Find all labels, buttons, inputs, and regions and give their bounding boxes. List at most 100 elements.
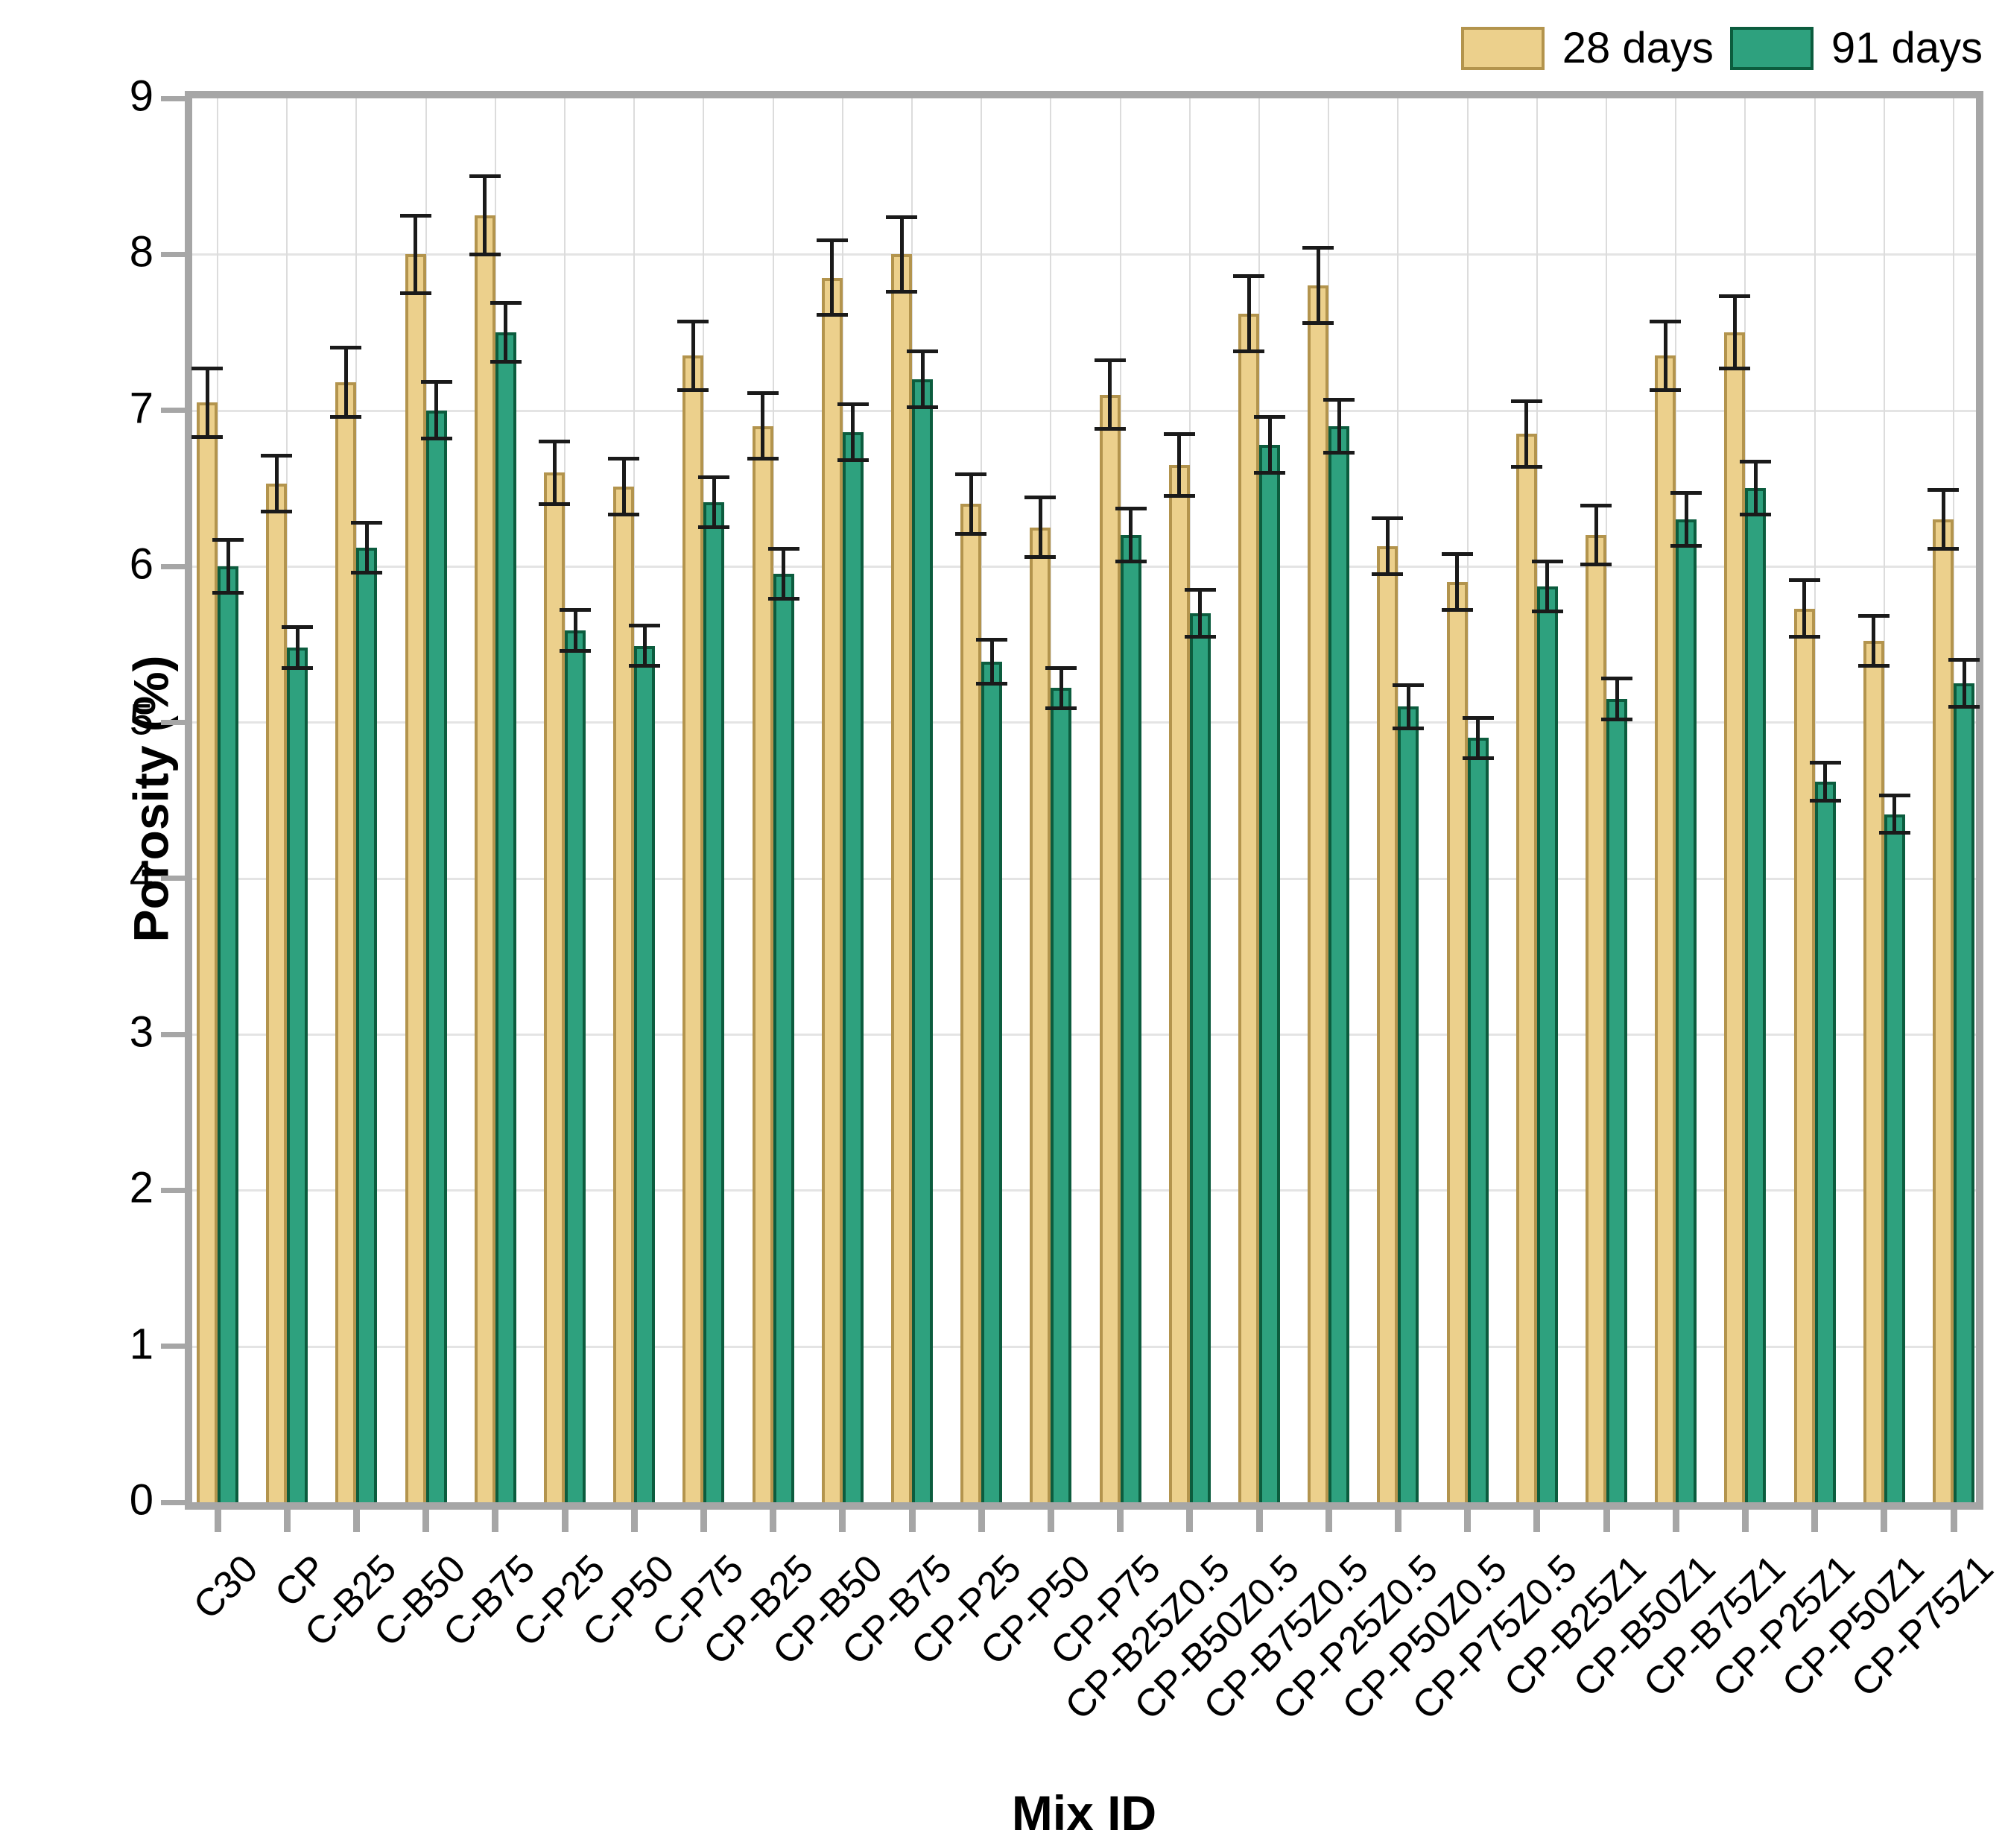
- error-bar-cap: [1462, 715, 1494, 720]
- bar-28days-CP-B50: [821, 277, 843, 1502]
- bar-91days-CP-B25: [773, 574, 794, 1502]
- y-axis-tick: [161, 251, 185, 257]
- bar-91days-C-P25: [565, 630, 586, 1502]
- x-axis-tick: [283, 1502, 291, 1532]
- error-bar-cap: [282, 665, 314, 670]
- error-bar: [504, 303, 508, 362]
- error-bar: [851, 404, 855, 461]
- horizontal-gridline: [192, 721, 1976, 724]
- error-bar-cap: [1441, 551, 1473, 556]
- y-axis-tick: [161, 876, 185, 882]
- x-axis-tick: [700, 1502, 707, 1532]
- error-bar-cap: [1254, 470, 1285, 475]
- horizontal-gridline: [192, 409, 1976, 412]
- x-axis-tick: [214, 1502, 221, 1532]
- error-bar-cap: [351, 570, 383, 575]
- y-axis-tick-label: 0: [129, 1475, 153, 1525]
- error-bar-cap: [1462, 756, 1494, 760]
- x-axis-tick: [1255, 1502, 1263, 1532]
- error-bar-cap: [1323, 397, 1355, 402]
- error-bar-cap: [816, 238, 848, 242]
- error-bar-cap: [886, 290, 917, 294]
- error-bar: [1872, 616, 1876, 666]
- error-bar: [1406, 685, 1410, 729]
- error-bar-cap: [1163, 431, 1195, 436]
- error-bar-cap: [1719, 294, 1751, 299]
- error-bar-cap: [837, 402, 869, 406]
- error-bar-cap: [1948, 658, 1980, 662]
- bar-28days-CP-B75Z1: [1724, 332, 1746, 1502]
- x-axis-tick: [1047, 1502, 1054, 1532]
- error-bar: [1247, 276, 1251, 352]
- error-bar-cap: [539, 440, 570, 444]
- error-bar-cap: [837, 458, 869, 463]
- error-bar: [1545, 561, 1550, 612]
- y-axis-tick-label: 1: [129, 1320, 153, 1369]
- error-bar-cap: [1650, 387, 1682, 392]
- x-axis-tick: [1186, 1502, 1194, 1532]
- bar-91days-CP-P50Z1: [1884, 814, 1905, 1502]
- error-bar-cap: [420, 436, 452, 440]
- bar-28days-CP-P25Z0.5: [1377, 545, 1399, 1502]
- error-bar-cap: [976, 637, 1008, 642]
- y-axis-tick: [161, 408, 185, 414]
- bar-91days-CP-P25Z0.5: [1398, 706, 1419, 1502]
- error-bar: [1455, 554, 1460, 610]
- error-bar: [552, 441, 557, 504]
- error-bar-cap: [1184, 634, 1216, 639]
- error-bar-cap: [490, 300, 522, 305]
- error-bar-cap: [560, 608, 591, 613]
- error-bar: [295, 627, 300, 668]
- legend-swatch-28-days-icon: [1460, 27, 1545, 70]
- error-bar-cap: [1788, 634, 1820, 639]
- error-bar-cap: [560, 648, 591, 653]
- error-bar: [343, 347, 348, 417]
- bar-28days-C30: [197, 402, 218, 1502]
- error-bar-cap: [1948, 704, 1980, 709]
- error-bar-cap: [698, 525, 730, 530]
- x-axis-tick: [1811, 1502, 1819, 1532]
- error-bar-cap: [212, 591, 244, 595]
- error-bar-cap: [955, 472, 987, 476]
- y-axis-tick: [161, 1187, 185, 1193]
- error-bar-cap: [1650, 319, 1682, 323]
- bar-28days-C-B50: [405, 254, 426, 1502]
- legend-swatch-91-days-icon: [1729, 27, 1814, 70]
- error-bar-cap: [1670, 491, 1702, 496]
- error-bar: [1615, 678, 1619, 720]
- error-bar-cap: [1719, 366, 1751, 370]
- bar-28days-CP-P25: [960, 504, 982, 1502]
- x-axis-tick: [422, 1502, 430, 1532]
- x-axis-tick: [1325, 1502, 1332, 1532]
- error-bar-cap: [1510, 464, 1542, 469]
- error-bar: [1524, 401, 1529, 466]
- error-bar-cap: [330, 346, 362, 350]
- y-axis-tick-label: 2: [129, 1164, 153, 1213]
- bar-91days-CP-B50Z1: [1676, 519, 1697, 1502]
- error-bar-cap: [698, 475, 730, 480]
- y-axis-tick-label: 6: [129, 539, 153, 589]
- bar-91days-CP-P25Z1: [1814, 781, 1836, 1502]
- bar-28days-CP: [266, 484, 288, 1502]
- error-bar: [920, 351, 925, 408]
- error-bar-cap: [1254, 414, 1285, 419]
- y-axis-tick-label: 8: [129, 228, 153, 277]
- error-bar: [1684, 493, 1688, 546]
- error-bar-cap: [1372, 516, 1404, 520]
- bar-28days-C-P50: [613, 487, 635, 1502]
- error-bar-cap: [1510, 399, 1542, 403]
- error-bar-cap: [1740, 513, 1772, 517]
- chart-legend: 28 days 91 days: [1460, 24, 1983, 72]
- bar-28days-CP-P25Z1: [1793, 608, 1815, 1502]
- error-bar-cap: [1233, 349, 1264, 353]
- legend-label-28-days: 28 days: [1562, 24, 1714, 72]
- error-bar-cap: [1670, 544, 1702, 548]
- error-bar-cap: [1184, 587, 1216, 592]
- error-bar: [1316, 247, 1320, 323]
- error-bar-cap: [1441, 608, 1473, 613]
- x-axis-tick: [1394, 1502, 1401, 1532]
- error-bar-cap: [1601, 717, 1632, 721]
- error-bar-cap: [886, 215, 917, 219]
- y-axis-tick-label: 5: [129, 696, 153, 745]
